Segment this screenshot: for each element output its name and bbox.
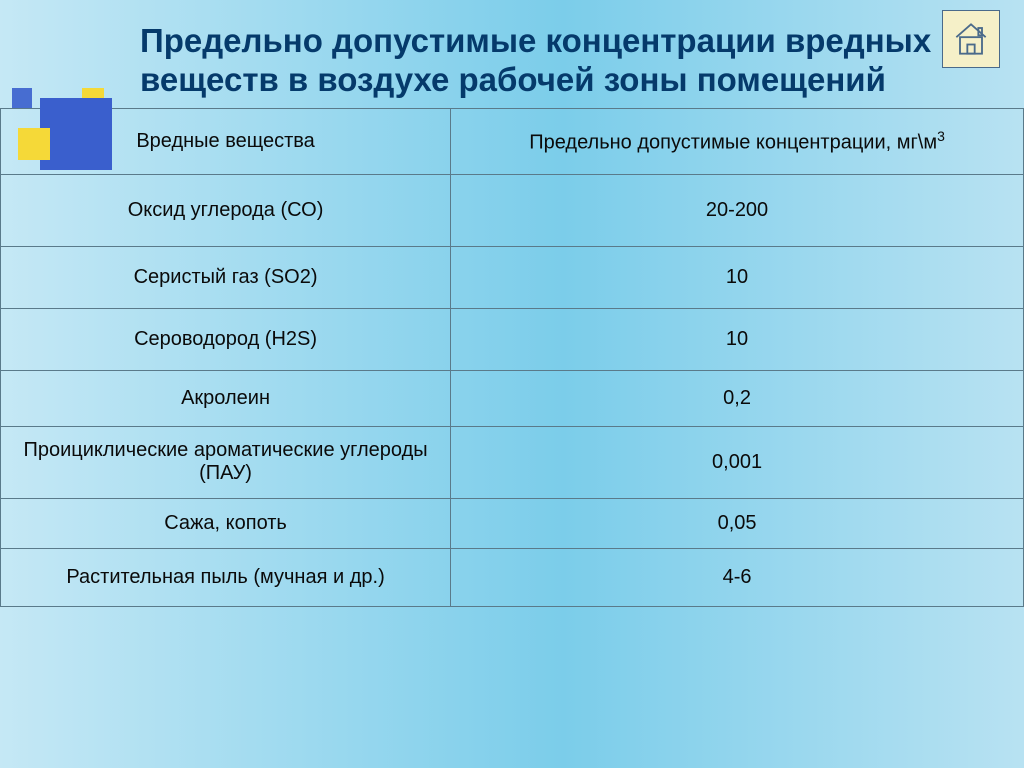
cell-substance: Сажа, копоть	[1, 498, 451, 548]
cell-substance: Серистый газ (SO2)	[1, 246, 451, 308]
table-row: Сероводород (H2S)10	[1, 308, 1024, 370]
table-row: Серистый газ (SO2)10	[1, 246, 1024, 308]
cell-concentration: 4-6	[451, 548, 1024, 606]
cell-substance: Акролеин	[1, 370, 451, 426]
table-row: Оксид углерода (СО)20-200	[1, 174, 1024, 246]
header-sup: 3	[937, 128, 945, 144]
cell-concentration: 0,2	[451, 370, 1024, 426]
cell-concentration: 10	[451, 246, 1024, 308]
table-row: Сажа, копоть0,05	[1, 498, 1024, 548]
table-row: Растительная пыль (мучная и др.)4-6	[1, 548, 1024, 606]
cell-substance: Сероводород (H2S)	[1, 308, 451, 370]
cell-concentration: 20-200	[451, 174, 1024, 246]
data-table: Вредные вещества Предельно допустимые ко…	[0, 108, 1024, 607]
cell-concentration: 0,001	[451, 426, 1024, 498]
title-block: Предельно допустимые концентрации вредны…	[0, 20, 1024, 100]
table-row: Проициклические ароматические углероды (…	[1, 426, 1024, 498]
table-header-row: Вредные вещества Предельно допустимые ко…	[1, 108, 1024, 174]
decor-squares	[12, 88, 132, 178]
cell-substance: Оксид углерода (СО)	[1, 174, 451, 246]
slide-title: Предельно допустимые концентрации вредны…	[0, 20, 1024, 100]
cell-substance: Растительная пыль (мучная и др.)	[1, 548, 451, 606]
header-concentration-text: Предельно допустимые концентрации, мг\м	[529, 132, 937, 154]
cell-substance: Проициклические ароматические углероды (…	[1, 426, 451, 498]
cell-concentration: 0,05	[451, 498, 1024, 548]
cell-concentration: 10	[451, 308, 1024, 370]
slide-container: Предельно допустимые концентрации вредны…	[0, 0, 1024, 768]
table-row: Акролеин0,2	[1, 370, 1024, 426]
header-concentration: Предельно допустимые концентрации, мг\м3	[451, 108, 1024, 174]
